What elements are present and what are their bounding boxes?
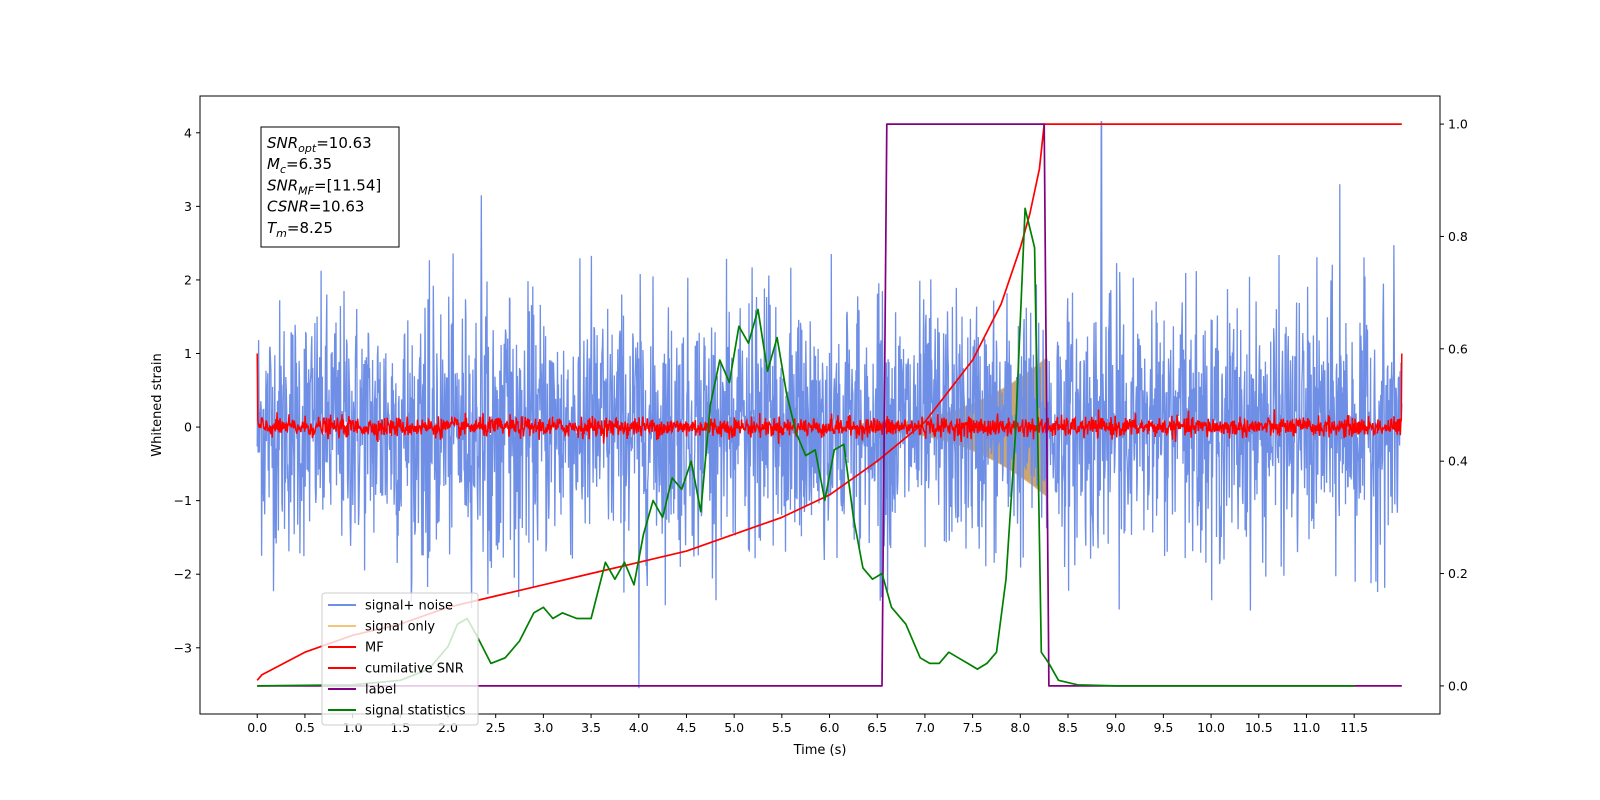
y-tick-label: −3: [174, 640, 192, 655]
legend-label: signal+ noise: [365, 599, 453, 614]
y-tick-label: 1: [184, 346, 192, 361]
stats-box: SNRopt=10.63Mc=6.35SNRMF=[11.54]CSNR=10.…: [260, 126, 400, 248]
y-tick-label: 2: [184, 272, 192, 287]
y-tick-label: −2: [174, 567, 192, 582]
stats-line: SNRopt=10.63: [267, 134, 372, 155]
x-tick-label: 11.5: [1340, 720, 1368, 735]
y2-tick-label: 0.2: [1448, 566, 1468, 581]
legend-label: signal only: [365, 620, 435, 635]
plot-frame: [199, 95, 1441, 715]
stats-line: SNRMF=[11.54]: [267, 176, 381, 197]
x-tick-label: 3.0: [533, 720, 553, 735]
x-tick-label: 3.5: [581, 720, 601, 735]
stats-line: Tm=8.25: [267, 219, 333, 240]
y2-tick-label: 0.8: [1448, 229, 1468, 244]
x-tick-label: 0.5: [295, 720, 315, 735]
legend-frame: [321, 592, 479, 726]
x-axis-label: Time (s): [793, 743, 847, 758]
y-tick-label: 0: [184, 420, 192, 435]
stats-line: Mc=6.35: [267, 155, 332, 176]
x-tick-label: 6.5: [867, 720, 887, 735]
x-tick-label: 5.5: [772, 720, 792, 735]
x-tick-label: 6.0: [820, 720, 840, 735]
x-tick-label: 11.0: [1293, 720, 1321, 735]
legend-label: cumilative SNR: [365, 662, 464, 677]
x-tick-label: 7.0: [915, 720, 935, 735]
y2-tick-label: 0.0: [1448, 678, 1468, 693]
series-signal-statistics: [257, 207, 1355, 687]
x-tick-label: 9.0: [1106, 720, 1126, 735]
x-tick-label: 0.0: [247, 720, 267, 735]
y2-tick-label: 1.0: [1448, 117, 1468, 132]
stats-box-frame: [260, 126, 400, 248]
y-tick-label: 3: [184, 199, 192, 214]
x-tick-label: 10.0: [1197, 720, 1225, 735]
y-tick-label: −1: [174, 493, 192, 508]
y-tick-label: 4: [184, 125, 192, 140]
x-tick-label: 8.5: [1058, 720, 1078, 735]
x-tick-label: 10.5: [1245, 720, 1273, 735]
y-axis-right: 0.0 0.2 0.4 0.6 0.8 1.0: [1440, 117, 1468, 693]
legend: signal+ noise signal only MF cumilative SNR…: [321, 592, 479, 726]
y-axis-left: −3 −2 −1 0 1 2 3 4: [174, 125, 200, 655]
x-tick-label: 9.5: [1153, 720, 1173, 735]
legend-label: MF: [365, 641, 384, 656]
x-tick-label: 4.0: [629, 720, 649, 735]
y2-tick-label: 0.6: [1448, 341, 1468, 356]
x-tick-label: 4.5: [677, 720, 697, 735]
x-axis: 0.0 0.5 1.0 1.5 2.0 2.5 3.0 3.5 4.0 4.5 5.0 5.5 6.0 6…: [247, 714, 1368, 735]
stats-line: CSNR=10.63: [267, 198, 364, 216]
x-tick-label: 2.5: [486, 720, 506, 735]
y-axis-label: Whitened strain: [150, 353, 165, 456]
series-mf: [256, 353, 1403, 444]
legend-label: label: [365, 683, 396, 698]
legend-label: signal statistics: [365, 704, 466, 719]
x-tick-label: 7.5: [963, 720, 983, 735]
x-tick-label: 5.0: [724, 720, 744, 735]
x-tick-label: 8.0: [1010, 720, 1030, 735]
series-signal-noise: [256, 121, 1403, 689]
y2-tick-label: 0.4: [1448, 454, 1468, 469]
